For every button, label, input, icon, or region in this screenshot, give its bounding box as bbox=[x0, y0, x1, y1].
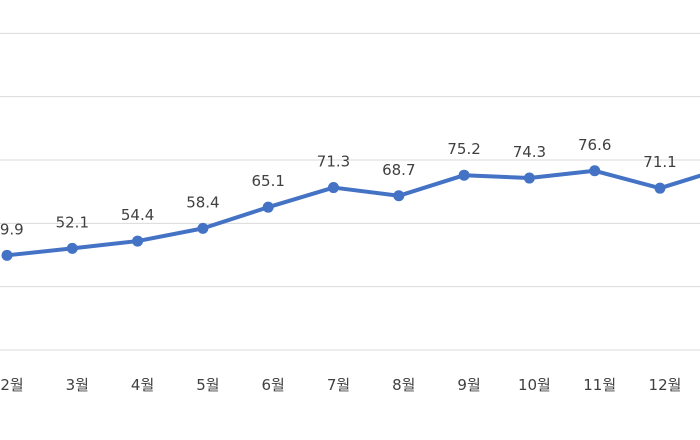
x-tick-label-4: 5월 bbox=[196, 376, 219, 394]
data-point-8 bbox=[458, 169, 470, 181]
data-points bbox=[1, 165, 666, 261]
data-point-1 bbox=[1, 249, 13, 261]
data-label-1: 49.9 bbox=[0, 220, 24, 238]
x-tick-label-1: 2월 bbox=[0, 376, 23, 394]
data-label-11: 71.1 bbox=[643, 153, 676, 171]
x-tick-label-6: 7월 bbox=[327, 376, 350, 394]
data-label-7: 68.7 bbox=[382, 161, 415, 179]
data-label-5: 65.1 bbox=[251, 172, 284, 190]
data-point-9 bbox=[523, 172, 535, 184]
data-label-4: 58.4 bbox=[186, 193, 219, 211]
series-line bbox=[5, 168, 700, 258]
data-point-10 bbox=[589, 165, 601, 177]
x-tick-label-3: 4월 bbox=[131, 376, 154, 394]
x-tick-label-8: 9월 bbox=[457, 376, 480, 394]
data-point-4 bbox=[197, 222, 209, 234]
data-label-8: 75.2 bbox=[447, 140, 480, 158]
x-tick-label-10: 11월 bbox=[583, 376, 616, 394]
x-tick-label-7: 8월 bbox=[392, 376, 415, 394]
data-label-3: 54.4 bbox=[121, 206, 154, 224]
x-tick-label-9: 10월 bbox=[518, 376, 551, 394]
data-label-6: 71.3 bbox=[317, 153, 350, 171]
data-label-10: 76.6 bbox=[578, 136, 611, 154]
data-labels: 49.9 52.1 54.4 58.4 65.1 71.3 68.7 75.2 74.3 76.6… bbox=[0, 136, 677, 239]
data-label-9: 74.3 bbox=[513, 143, 546, 161]
data-label-2: 52.1 bbox=[56, 213, 89, 231]
x-tick-label-5: 6월 bbox=[262, 376, 285, 394]
data-point-7 bbox=[393, 190, 405, 202]
data-point-3 bbox=[132, 235, 144, 247]
x-tick-label-11: 12월 bbox=[649, 376, 682, 394]
data-point-5 bbox=[262, 201, 274, 213]
data-point-6 bbox=[328, 182, 339, 194]
gridlines bbox=[0, 32, 700, 351]
data-point-2 bbox=[66, 242, 78, 254]
series-line-layer bbox=[5, 168, 700, 258]
data-point-11 bbox=[654, 182, 666, 194]
x-axis-tick-labels: 2월 3월 4월 5월 6월 7월 8월 9월 10월 11월 12월 bbox=[0, 376, 681, 394]
x-tick-label-2: 3월 bbox=[66, 376, 89, 394]
